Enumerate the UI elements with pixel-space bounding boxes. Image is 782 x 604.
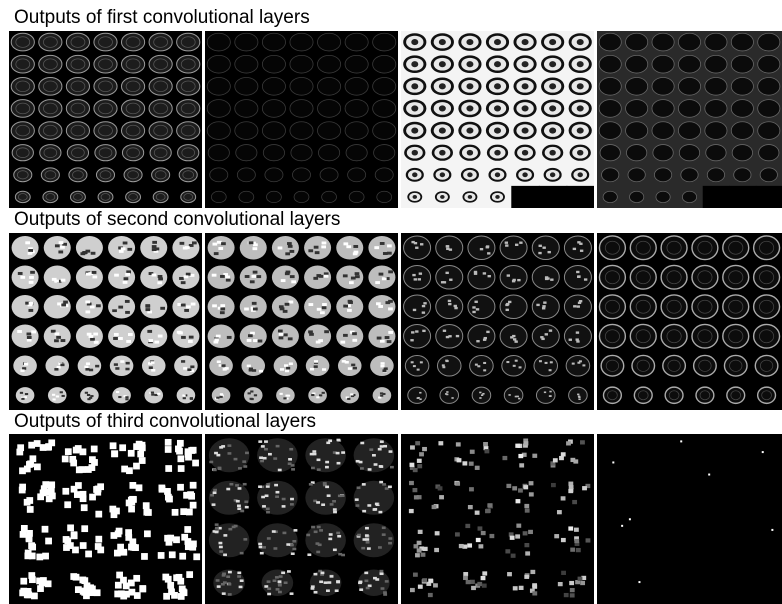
panel-layer3-map2 — [205, 434, 398, 604]
feature-map-mosaic — [598, 235, 781, 405]
title-layer2: Outputs of second convolutional layers — [14, 209, 341, 230]
panel-layer2-map1 — [9, 233, 202, 410]
panel-layer2-map3 — [401, 233, 594, 410]
feature-map-mosaic — [10, 32, 201, 204]
feature-map-mosaic — [208, 438, 395, 597]
title-layer1: Outputs of first convolutional layers — [14, 7, 310, 28]
feature-map-mosaic — [207, 235, 396, 404]
feature-map-mosaic — [403, 235, 592, 404]
feature-map-mosaic — [401, 31, 594, 208]
panel-layer2-map4 — [597, 233, 782, 410]
panel-layer2-map2 — [205, 233, 398, 410]
panel-layer1-map2 — [205, 31, 398, 208]
panel-layer1-map3 — [401, 31, 594, 208]
title-layer3: Outputs of third convolutional layers — [14, 411, 317, 432]
panel-layer3-map3 — [401, 434, 594, 604]
feature-map-mosaic — [612, 440, 774, 584]
feature-map-mosaic — [11, 235, 200, 404]
panel-layer3-map1 — [9, 434, 202, 604]
feature-map-mosaic — [206, 32, 397, 204]
feature-map-mosaic — [597, 31, 782, 208]
feature-map-mosaic — [408, 438, 591, 598]
panel-layer3-map4 — [597, 434, 782, 604]
panel-layer1-map1 — [9, 31, 202, 208]
panel-layer1-map4 — [597, 31, 782, 208]
feature-map-mosaic — [16, 438, 201, 600]
